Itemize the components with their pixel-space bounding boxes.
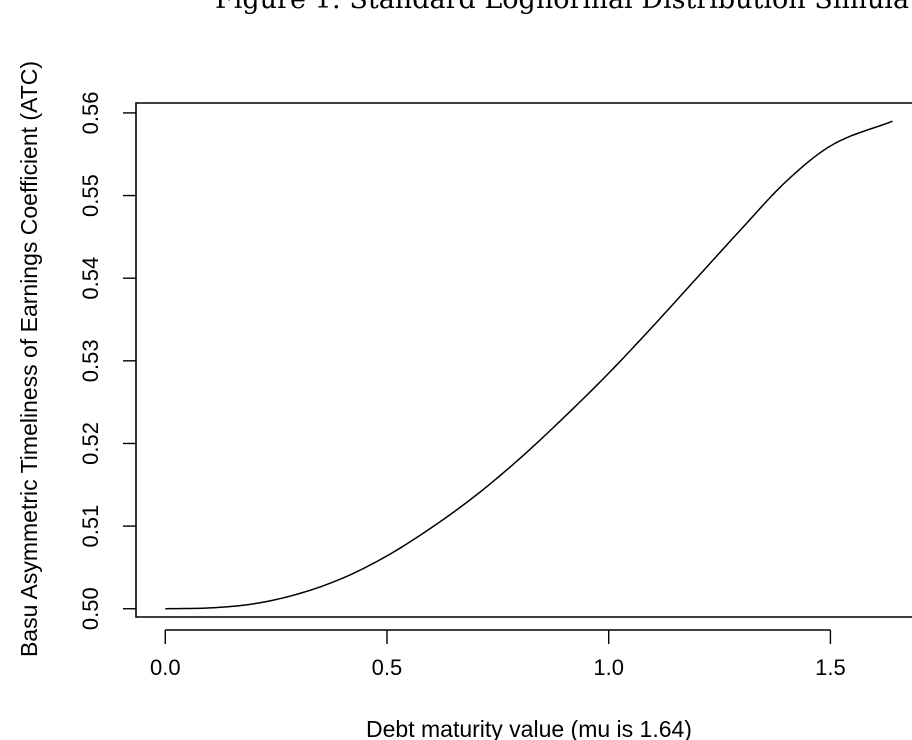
y-tick-label: 0.56	[78, 92, 103, 135]
x-tick-label: 1.0	[593, 655, 624, 680]
series-line	[165, 120, 893, 610]
x-axis: 0.0 0.5 1.0 1.5	[150, 629, 846, 680]
plot-frame	[135, 102, 912, 618]
x-tick-label: 1.5	[815, 655, 846, 680]
y-tick-label: 0.51	[78, 505, 103, 548]
y-tick-label: 0.54	[78, 257, 103, 300]
x-tick-label: 0.5	[372, 655, 403, 680]
x-axis-label: Debt maturity value (mu is 1.64)	[366, 716, 692, 740]
y-tick-label: 0.52	[78, 422, 103, 465]
x-tick-label: 0.0	[150, 655, 181, 680]
y-axis-label: Basu Asymmetric Timeliness of Earnings C…	[16, 61, 42, 657]
series-layer	[165, 120, 893, 610]
y-tick-label: 0.53	[78, 339, 103, 382]
y-tick-label: 0.55	[78, 174, 103, 217]
figure-title: Figure 1: Standard Lognormal Distributio…	[215, 0, 909, 15]
plot-border	[135, 102, 912, 618]
y-axis: 0.50 0.51 0.52 0.53 0.54 0.55 0.56	[78, 92, 136, 630]
y-tick-label: 0.50	[78, 587, 103, 630]
